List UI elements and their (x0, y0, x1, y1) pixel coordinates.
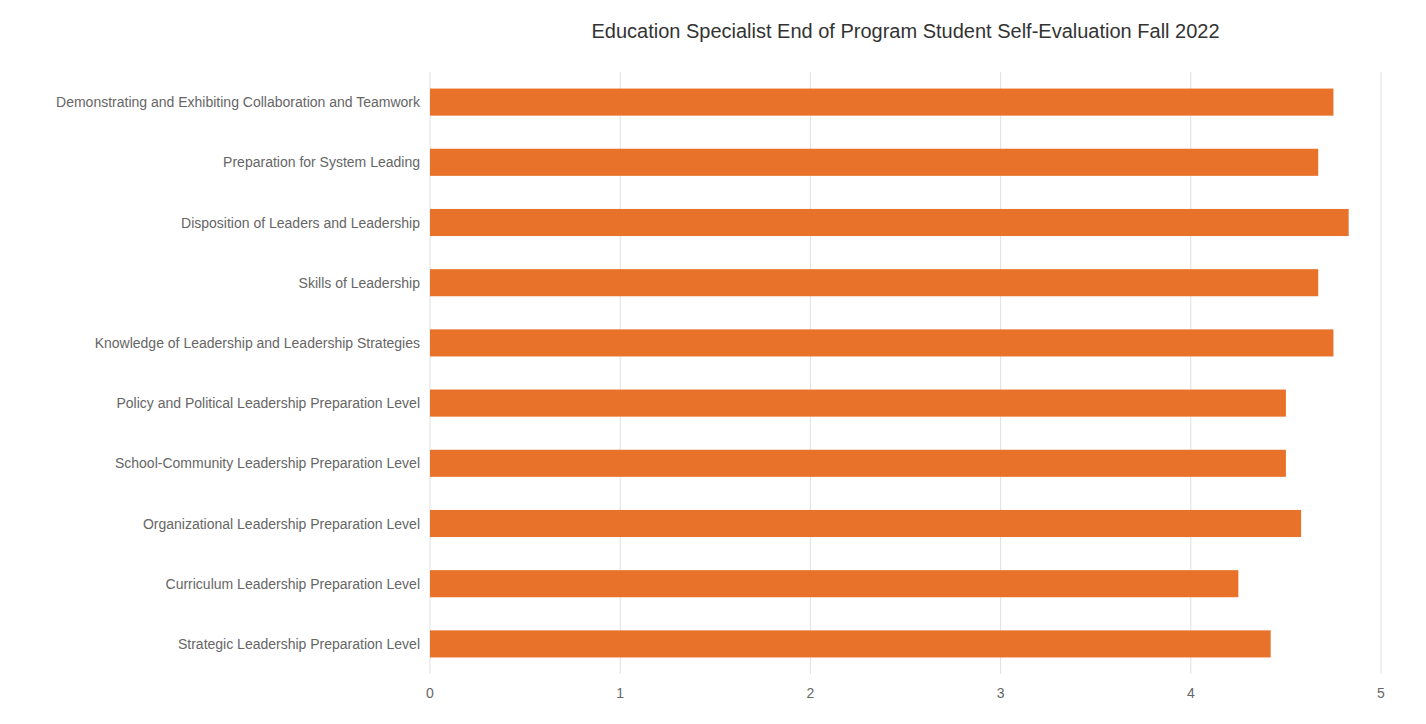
bar (430, 510, 1301, 537)
y-tick-label: School-Community Leadership Preparation … (115, 455, 420, 471)
bar (430, 570, 1238, 597)
y-tick-label: Disposition of Leaders and Leadership (181, 215, 420, 231)
bars (430, 89, 1349, 658)
grid (430, 72, 1381, 674)
bar (430, 269, 1318, 296)
chart-svg: Education Specialist End of Program Stud… (0, 0, 1426, 724)
grid-line (1381, 72, 1382, 674)
bar (430, 89, 1333, 116)
y-tick-label: Strategic Leadership Preparation Level (178, 636, 420, 652)
x-axis-ticks: 0 1 2 3 4 5 (426, 685, 1385, 701)
x-tick-label: 5 (1377, 685, 1385, 701)
bar (430, 149, 1318, 176)
y-tick-label: Preparation for System Leading (223, 154, 420, 170)
bar (430, 209, 1349, 236)
y-tick-label: Skills of Leadership (299, 275, 421, 291)
bar (430, 630, 1271, 657)
chart-title: Education Specialist End of Program Stud… (591, 20, 1219, 42)
chart-container: Education Specialist End of Program Stud… (0, 0, 1426, 724)
y-tick-label: Organizational Leadership Preparation Le… (143, 516, 420, 532)
y-tick-label: Knowledge of Leadership and Leadership S… (95, 335, 420, 351)
x-tick-label: 3 (997, 685, 1005, 701)
bar (430, 450, 1286, 477)
category-axis-labels: Strategic Leadership Preparation Level Cu… (56, 94, 421, 652)
x-tick-label: 0 (426, 685, 434, 701)
bar (430, 390, 1286, 417)
y-tick-label: Demonstrating and Exhibiting Collaborati… (56, 94, 421, 110)
y-tick-label: Policy and Political Leadership Preparat… (116, 395, 420, 411)
x-tick-label: 1 (616, 685, 624, 701)
background (0, 0, 1426, 724)
x-tick-label: 2 (807, 685, 815, 701)
y-tick-label: Curriculum Leadership Preparation Level (166, 576, 420, 592)
bar (430, 329, 1333, 356)
x-tick-label: 4 (1187, 685, 1195, 701)
